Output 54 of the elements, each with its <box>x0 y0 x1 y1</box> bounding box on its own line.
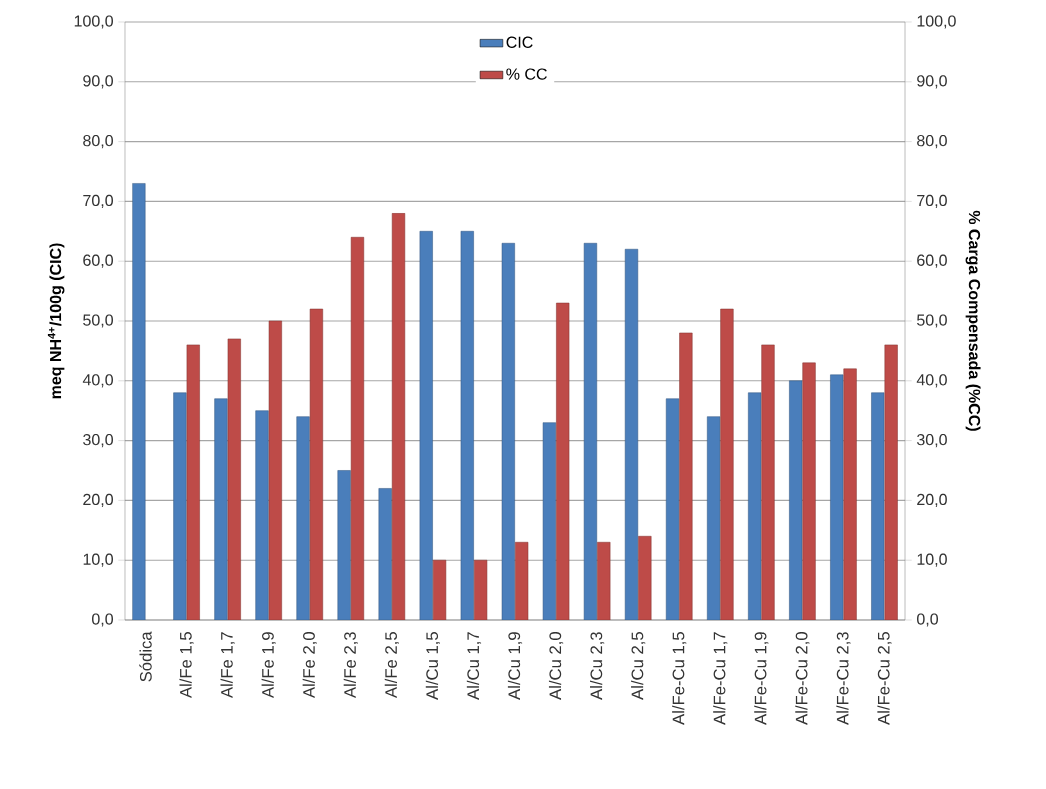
y2-tick-label: 70,0 <box>917 194 947 209</box>
x-tick-label: Al/Fe-Cu 2,0 <box>795 632 810 725</box>
bar <box>391 213 406 620</box>
bar <box>132 183 146 620</box>
y2-tick-label: 20,0 <box>917 493 947 508</box>
bar <box>597 541 611 620</box>
y-tick-label: 10,0 <box>83 553 113 567</box>
y-tick-label: 50,0 <box>83 314 113 328</box>
x-tick-label: Al/Cu 1,5 <box>425 632 440 700</box>
y2-tick-label: 40,0 <box>916 374 947 388</box>
y-tick-label: 20,0 <box>83 493 113 508</box>
y2-tick-label: 90,0 <box>917 75 947 89</box>
x-tick-label: Al/Fe-Cu 1,7 <box>713 632 728 725</box>
y-tick-label: 90,0 <box>83 75 113 89</box>
y-tick-label: 80,0 <box>83 134 113 149</box>
x-tick-label: Al/Cu 1,7 <box>466 632 482 700</box>
x-tick-label: Al/Fe 1,5 <box>179 632 194 699</box>
x-tick-label: Al/Fe 2,0 <box>302 632 317 699</box>
x-tick-label: Al/Fe-Cu 2,3 <box>836 632 851 725</box>
y2-tick-label: 10,0 <box>917 553 947 567</box>
y-tick-label: 60,0 <box>83 254 113 268</box>
y2-tick-label: 80,0 <box>917 134 947 149</box>
y2-axis-title: % Carga Compensada (%CC) <box>965 210 981 431</box>
bar <box>432 559 447 620</box>
bar <box>378 488 392 620</box>
y-tick-label: 100,0 <box>74 15 113 29</box>
x-tick-label: Al/Fe 1,9 <box>261 632 276 699</box>
y-axis-title: meq NH$^{4+}$/100g (CIC) <box>47 243 65 399</box>
y-tick-label: 70,0 <box>83 194 113 209</box>
y-tick-label: 30,0 <box>83 433 113 448</box>
x-tick-label: Al/Fe 2,3 <box>343 632 358 699</box>
y-tick-label: 40,0 <box>82 374 113 388</box>
y2-tick-label: 60,0 <box>917 254 947 268</box>
x-tick-label: Al/Cu 1,9 <box>507 632 523 700</box>
y2-tick-label: 50,0 <box>917 314 947 328</box>
y2-tick-label: 0,0 <box>917 613 939 627</box>
legend-label: CIC <box>506 36 533 48</box>
bar <box>350 237 365 620</box>
bar <box>474 559 488 620</box>
x-tick-label: Al/Fe-Cu 1,9 <box>754 632 769 725</box>
legend-label: % CC <box>506 68 547 80</box>
x-tick-label: Sódica <box>139 631 152 682</box>
y2-tick-label: 100,0 <box>917 15 956 29</box>
y-tick-label: 0,0 <box>92 613 114 627</box>
x-tick-label: Al/Cu 2,3 <box>590 632 605 700</box>
x-tick-label: Al/Cu 2,0 <box>548 632 564 700</box>
x-tick-label: Al/Cu 2,5 <box>631 632 646 700</box>
x-tick-label: Al/Fe 2,5 <box>384 632 399 699</box>
x-tick-label: Al/Fe 1,7 <box>220 632 235 699</box>
x-tick-label: Al/Fe-Cu 1,5 <box>672 632 687 725</box>
bar <box>638 536 652 620</box>
x-tick-label: Al/Fe-Cu 2,5 <box>877 632 892 725</box>
bar <box>515 541 529 620</box>
y2-tick-label: 30,0 <box>916 433 947 448</box>
